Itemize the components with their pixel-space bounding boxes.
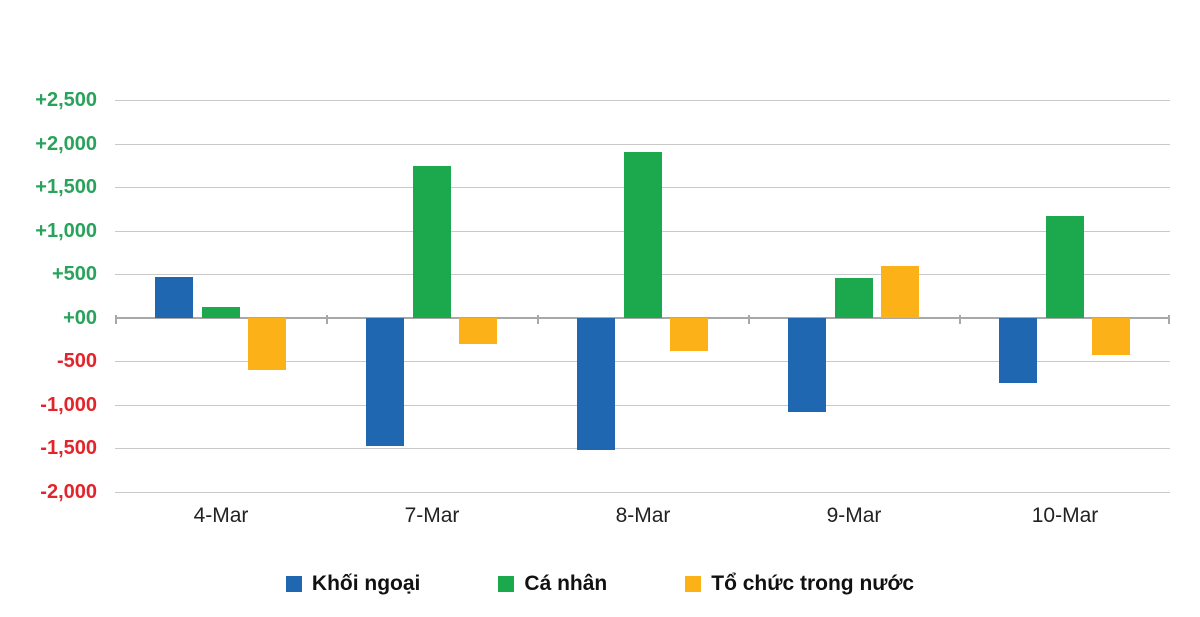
bar <box>413 165 451 318</box>
y-axis: +2,500 +2,000 +1,500 +1,000 +500 +00 -500 -1,00… <box>0 89 97 503</box>
bar <box>248 317 286 370</box>
axis-tick <box>748 314 750 324</box>
x-tick-label: 4-Mar <box>193 504 249 527</box>
axis-tick <box>326 314 328 324</box>
y-tick-label: +500 <box>51 263 97 286</box>
bar <box>459 317 497 344</box>
bar <box>366 317 404 446</box>
bar <box>577 317 615 450</box>
bar <box>881 265 919 318</box>
legend-label: Cá nhân <box>524 572 608 595</box>
x-tick-label: 8-Mar <box>615 504 671 527</box>
legend-item: Tổ chức trong nước <box>685 572 914 596</box>
legend-label: Khối ngoại <box>311 572 421 595</box>
legend-item: Khối ngoại <box>285 572 421 596</box>
bar <box>670 317 708 351</box>
axis-tick <box>959 314 961 324</box>
legend-swatch-icon <box>285 576 302 592</box>
y-tick-label: -2,000 <box>40 481 97 503</box>
y-tick-label: +1,500 <box>35 176 97 199</box>
bar <box>999 317 1037 383</box>
x-axis-line <box>115 316 1170 319</box>
bar <box>624 151 662 318</box>
gridline <box>115 361 1170 363</box>
x-tick-label: 9-Mar <box>826 504 882 527</box>
legend: Khối ngoại Cá nhân Tổ chức trong nước <box>0 572 1200 596</box>
y-tick-label: +1,000 <box>35 219 97 242</box>
y-tick-label: +2,000 <box>35 132 97 155</box>
gridline <box>115 492 1170 493</box>
x-tick-label: 7-Mar <box>404 504 460 527</box>
x-tick-label: 10-Mar <box>1031 504 1099 527</box>
y-tick-label: -1,000 <box>40 393 97 416</box>
plot-area <box>115 100 1170 493</box>
legend-label: Tổ chức trong nước <box>711 572 915 595</box>
gridline <box>115 100 1170 101</box>
y-tick-label: -500 <box>56 350 97 373</box>
gridline <box>115 143 1170 145</box>
y-tick-label: +00 <box>63 306 97 329</box>
x-axis: 4-Mar 7-Mar 8-Mar 9-Mar 10-Mar <box>115 501 1170 533</box>
y-tick-label: +2,500 <box>35 89 97 111</box>
bar <box>202 306 240 318</box>
bar <box>155 276 193 318</box>
legend-swatch-icon <box>685 576 702 592</box>
gridline <box>115 404 1170 406</box>
bar <box>1092 317 1130 355</box>
legend-swatch-icon <box>498 576 515 592</box>
axis-tick <box>537 314 539 324</box>
bar <box>788 317 826 412</box>
y-tick-label: -1,500 <box>40 437 97 460</box>
bar <box>835 277 873 318</box>
bar <box>1046 215 1084 318</box>
axis-tick <box>115 314 117 324</box>
legend-item: Cá nhân <box>498 572 607 596</box>
gridline <box>115 448 1170 450</box>
axis-tick <box>1168 314 1170 324</box>
